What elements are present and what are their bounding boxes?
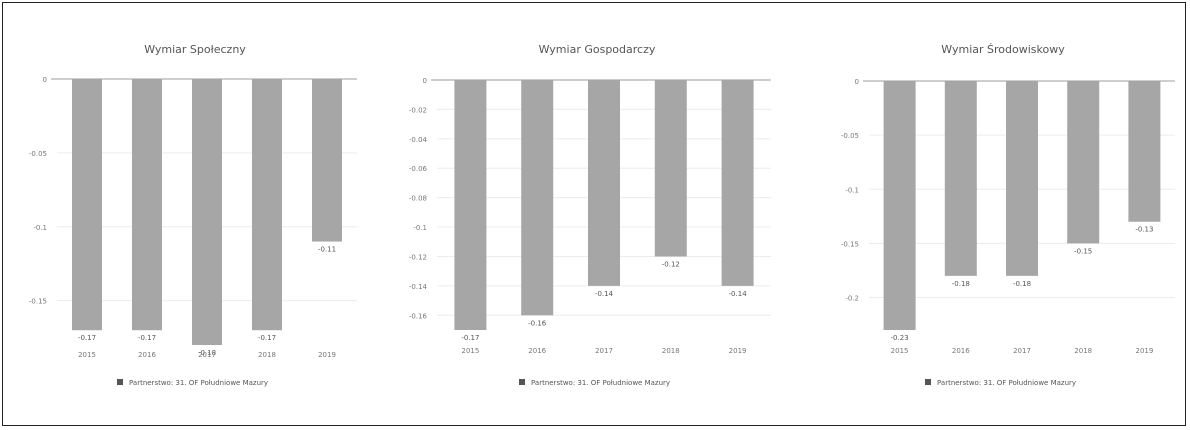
legend-swatch [519, 379, 525, 385]
data-label: -0.12 [662, 260, 680, 268]
legend-label: Partnerstwo: 31. OF Południowe Mazury [129, 379, 268, 387]
bar-2015 [454, 80, 487, 330]
x-category-label: 2016 [528, 347, 546, 355]
data-label: -0.14 [595, 290, 614, 298]
bar-2019 [721, 80, 754, 286]
bar-2017 [192, 79, 222, 345]
data-label: -0.17 [78, 334, 96, 342]
chart-gospodarczy: Wymiar Gospodarczy 0 -0.02 -0.04 -0.06 -0.08 -… [409, 43, 771, 387]
y-tick-label: 0 [423, 77, 427, 85]
bar-2016 [132, 79, 162, 331]
y-tick-label: -0.05 [29, 150, 47, 158]
y-tick-label: -0.02 [409, 106, 427, 114]
data-label: -0.14 [729, 290, 748, 298]
bar-2016 [521, 80, 554, 316]
chart-srodowiskowy: Wymiar Środowiskowy 0 -0.05 -0.1 -0.15 -0.2 -0… [841, 43, 1175, 387]
data-label: -0.15 [1074, 247, 1092, 255]
bar-2019 [312, 79, 342, 242]
bar-2018 [1067, 81, 1100, 244]
y-tick-label: 0 [43, 76, 47, 84]
data-label: -0.18 [952, 280, 970, 288]
legend-label: Partnerstwo: 31. OF Południowe Mazury [531, 379, 670, 387]
chart-title: Wymiar Gospodarczy [539, 43, 656, 56]
y-tick-label: -0.04 [409, 136, 428, 144]
y-tick-label: -0.15 [841, 240, 859, 248]
bar-2015 [72, 79, 102, 331]
x-category-label: 2018 [258, 351, 276, 359]
data-label: -0.17 [138, 334, 156, 342]
y-tick-label: -0.16 [409, 312, 428, 320]
x-category-label: 2017 [1013, 347, 1031, 355]
y-tick-label: -0.12 [409, 253, 427, 261]
bar-2018 [654, 80, 687, 257]
data-label: -0.18 [1013, 280, 1031, 288]
data-label: -0.11 [318, 246, 336, 254]
y-tick-label: -0.06 [409, 165, 428, 173]
bar-2016 [944, 81, 977, 276]
x-category-label: 2019 [318, 351, 336, 359]
bar-2018 [252, 79, 282, 331]
x-category-label: 2017 [595, 347, 613, 355]
x-category-label: 2015 [78, 351, 96, 359]
chart-title: Wymiar Środowiskowy [941, 43, 1065, 56]
y-tick-label: -0.2 [845, 295, 859, 303]
y-tick-label: 0 [855, 78, 859, 86]
x-category-label: 2019 [1135, 347, 1153, 355]
y-tick-label: -0.08 [409, 195, 427, 203]
legend-label: Partnerstwo: 31. OF Południowe Mazury [937, 379, 1076, 387]
bar-2019 [1128, 81, 1161, 222]
chart-title: Wymiar Społeczny [144, 43, 246, 56]
x-category-label: 2016 [138, 351, 156, 359]
x-category-label: 2019 [729, 347, 747, 355]
x-category-label: 2018 [662, 347, 680, 355]
x-category-label: 2015 [891, 347, 909, 355]
data-label: -0.13 [1135, 226, 1153, 234]
legend-swatch [117, 379, 123, 385]
bar-2017 [588, 80, 620, 286]
legend-swatch [925, 379, 931, 385]
data-label: -0.16 [528, 319, 547, 327]
x-category-label: 2015 [461, 347, 479, 355]
data-label: -0.18 [198, 349, 216, 357]
bar-2015 [883, 81, 916, 330]
x-category-label: 2018 [1074, 347, 1092, 355]
y-tick-label: -0.15 [29, 298, 47, 306]
y-tick-label: -0.14 [409, 283, 428, 291]
y-tick-label: -0.1 [413, 224, 427, 232]
data-label: -0.17 [258, 334, 276, 342]
data-label: -0.23 [891, 334, 909, 342]
chart-spoleczny: Wymiar Społeczny 0 -0.05 -0.1 -0.15 -0.17 2015… [29, 43, 357, 387]
x-category-label: 2016 [952, 347, 970, 355]
bar-2017 [1006, 81, 1038, 276]
y-tick-label: -0.05 [841, 132, 859, 140]
y-tick-label: -0.1 [33, 224, 47, 232]
y-tick-label: -0.1 [845, 186, 859, 194]
x-category-label: 2017 [198, 351, 216, 359]
data-label: -0.17 [461, 334, 479, 342]
